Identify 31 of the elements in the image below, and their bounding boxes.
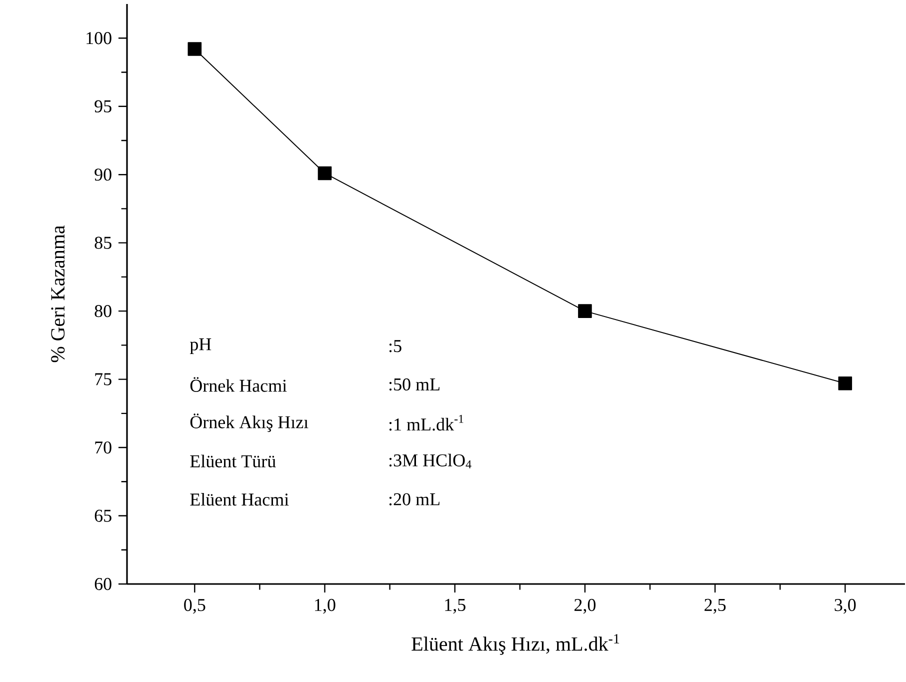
annotation: :50 mL — [389, 378, 440, 391]
point — [578, 304, 592, 318]
y-tick-label: 60 — [94, 578, 112, 590]
annotation: :1 mL.dk$^{-1}$ — [389, 414, 464, 431]
annotation: Elüent Hacmi — [190, 492, 289, 506]
y-axis-title: % Geri Kazanma — [51, 225, 65, 362]
x-tick-label: 3,0 — [834, 598, 856, 614]
x-tick-label: 2,0 — [574, 598, 596, 614]
y-tick-label: 70 — [95, 441, 112, 454]
x-tick-label: 2,5 — [704, 598, 726, 614]
annotation: pH — [190, 338, 212, 354]
y-tick-label: 100 — [86, 32, 112, 44]
annotation: :5 — [389, 340, 402, 352]
point — [188, 42, 202, 56]
y-tick-label: 85 — [94, 236, 112, 249]
y-tick-label: 90 — [94, 168, 112, 181]
y-tick-label: 75 — [95, 373, 112, 386]
y-tick-label: 65 — [94, 510, 112, 522]
annotation: :20 mL — [389, 493, 440, 506]
annotation: Örnek Hacmi — [190, 377, 287, 392]
annotation: Örnek Akış Hızı — [190, 414, 308, 432]
x-tick-label: 1,5 — [445, 598, 466, 614]
x-tick-label: 0,5 — [184, 598, 206, 614]
point — [838, 376, 852, 390]
y-tick-label: 80 — [94, 304, 112, 318]
point — [318, 166, 332, 180]
y-tick-label: 95 — [94, 100, 112, 112]
x-axis-title: Elüent Akış Hızı, mL.dk$^{-1}$ — [412, 634, 620, 655]
annotation: Elüent Türü — [190, 454, 276, 468]
annotation: :3M HClO$_{4}$ — [389, 454, 472, 468]
x-tick-label: 1,0 — [315, 598, 336, 614]
